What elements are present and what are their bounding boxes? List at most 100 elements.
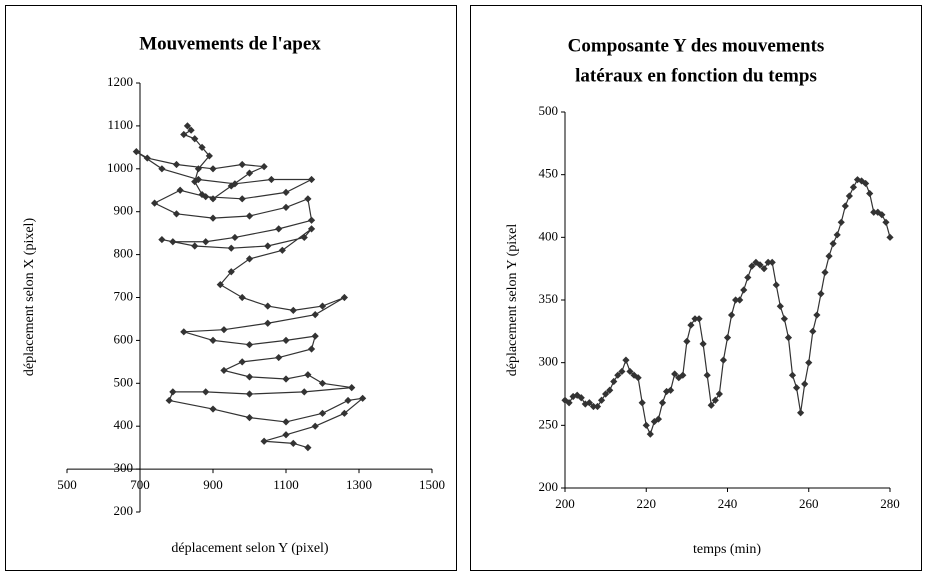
- marker: [845, 192, 853, 200]
- x-axis-label: temps (min): [693, 542, 761, 557]
- marker: [772, 281, 780, 289]
- marker: [776, 302, 784, 310]
- marker: [756, 261, 764, 269]
- marker: [849, 183, 858, 191]
- marker: [227, 244, 235, 252]
- marker: [699, 340, 707, 348]
- marker: [740, 286, 748, 294]
- marker: [238, 195, 246, 203]
- marker: [183, 122, 192, 130]
- y-tick-label: 500: [114, 374, 134, 389]
- marker: [209, 165, 217, 173]
- y-tick-label: 450: [539, 166, 559, 181]
- marker: [752, 258, 760, 266]
- marker: [227, 268, 235, 276]
- marker: [654, 415, 663, 423]
- marker: [748, 262, 756, 270]
- y-tick-label: 900: [114, 203, 134, 218]
- marker: [275, 353, 283, 362]
- y-tick-label: 300: [539, 354, 559, 369]
- marker: [610, 377, 618, 386]
- marker: [202, 238, 210, 246]
- marker: [202, 388, 210, 396]
- marker: [707, 401, 715, 409]
- x-tick-label: 200: [555, 496, 575, 511]
- marker: [805, 359, 813, 367]
- marker: [187, 126, 195, 134]
- marker: [768, 258, 776, 266]
- marker: [231, 233, 239, 242]
- x-tick-label: 280: [880, 496, 900, 511]
- marker: [695, 315, 703, 323]
- marker: [318, 409, 327, 417]
- marker: [264, 302, 272, 310]
- marker: [191, 242, 199, 250]
- marker: [191, 135, 199, 143]
- marker: [614, 371, 622, 379]
- marker: [307, 175, 316, 184]
- marker: [158, 165, 166, 173]
- marker: [311, 311, 319, 319]
- marker: [180, 130, 188, 139]
- marker: [194, 175, 202, 184]
- marker: [151, 199, 159, 207]
- marker: [348, 383, 356, 392]
- marker: [340, 293, 348, 302]
- x-tick-label: 700: [130, 477, 150, 492]
- marker: [622, 356, 630, 364]
- marker: [626, 367, 634, 376]
- marker: [732, 296, 740, 304]
- marker: [829, 240, 837, 248]
- marker: [169, 238, 177, 246]
- marker: [784, 334, 793, 342]
- marker: [606, 386, 614, 394]
- marker: [813, 311, 821, 319]
- marker: [245, 341, 254, 349]
- marker: [671, 370, 679, 378]
- marker: [205, 152, 213, 160]
- marker: [359, 394, 367, 402]
- marker: [289, 439, 297, 447]
- marker: [245, 414, 254, 422]
- marker: [833, 231, 841, 239]
- marker: [344, 396, 352, 405]
- y-tick-label: 200: [114, 503, 134, 518]
- marker: [158, 235, 166, 244]
- marker: [282, 375, 290, 383]
- y-axis-label: déplacement selon X (pixel): [22, 218, 37, 377]
- marker: [687, 321, 695, 329]
- y-tick-label: 700: [114, 288, 134, 303]
- marker: [638, 399, 646, 407]
- marker: [209, 405, 217, 413]
- marker: [180, 328, 188, 336]
- marker: [589, 402, 598, 411]
- marker: [282, 203, 290, 212]
- marker: [245, 373, 254, 381]
- marker: [231, 180, 239, 188]
- marker: [715, 390, 723, 398]
- marker: [275, 225, 283, 233]
- marker: [307, 225, 316, 233]
- marker: [264, 242, 272, 250]
- x-tick-label: 260: [799, 496, 819, 511]
- marker: [172, 160, 181, 169]
- marker: [817, 290, 825, 298]
- marker: [679, 371, 687, 379]
- marker: [585, 399, 593, 407]
- marker: [238, 160, 246, 169]
- marker: [703, 371, 711, 379]
- x-tick-label: 500: [57, 477, 77, 492]
- x-tick-label: 1300: [346, 477, 372, 492]
- marker: [318, 379, 327, 387]
- x-axis-label: déplacement selon Y (pixel): [171, 541, 329, 556]
- marker: [760, 265, 768, 273]
- x-tick-label: 900: [203, 477, 223, 492]
- marker: [650, 417, 658, 426]
- marker: [289, 306, 297, 314]
- marker: [304, 195, 312, 203]
- marker: [593, 402, 602, 411]
- marker: [642, 421, 650, 429]
- marker: [711, 396, 719, 404]
